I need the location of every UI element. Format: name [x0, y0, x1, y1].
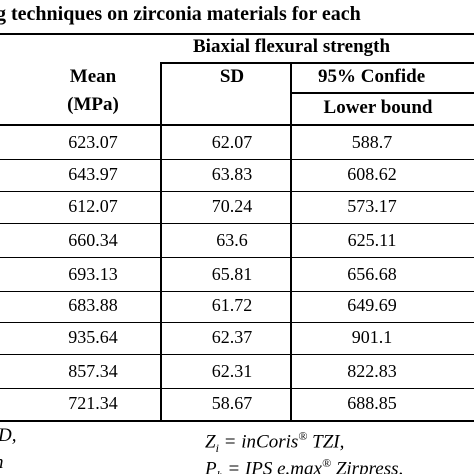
footnote-left: D, — [0, 425, 17, 446]
cell: 656.68 — [347, 264, 397, 284]
column-rule — [160, 62, 162, 420]
cell: 62.31 — [211, 361, 253, 381]
row-rule — [0, 388, 474, 389]
cell: 643.97 — [68, 164, 118, 184]
cell: 62.07 — [211, 132, 253, 152]
symbol: Z — [205, 431, 216, 453]
footnote: Zi = inCoris® TZI, — [205, 425, 344, 459]
superscript: ® — [321, 456, 332, 470]
cell: 935.64 — [68, 327, 118, 347]
subscript: h — [217, 468, 223, 474]
text: = IPS e.max — [222, 458, 322, 474]
group-header: Biaxial flexural strength — [193, 36, 391, 57]
row-rule — [0, 223, 474, 224]
column-rule — [290, 62, 292, 420]
cell: 70.24 — [211, 196, 253, 216]
row-rule — [0, 191, 474, 192]
text: Zirpress, — [331, 458, 404, 474]
cell: 588.7 — [351, 132, 393, 152]
rule — [0, 420, 474, 422]
cell: 721.34 — [68, 393, 118, 413]
cell: 660.34 — [68, 230, 118, 250]
column-header: SD — [219, 66, 245, 87]
cell: 61.72 — [211, 295, 253, 315]
column-header: 95% Confide — [318, 66, 426, 87]
title: g techniques on zirconia materials for e… — [0, 3, 361, 25]
cell: 65.81 — [211, 264, 253, 284]
cell: 693.13 — [68, 264, 118, 284]
superscript: ® — [298, 429, 308, 443]
cell: 688.85 — [347, 393, 397, 413]
cell: 857.34 — [68, 361, 118, 381]
rule — [0, 124, 474, 126]
cell: 901.1 — [351, 327, 393, 347]
symbol: P — [205, 458, 217, 474]
cell: 58.67 — [211, 393, 253, 413]
row-rule — [0, 322, 474, 323]
cell: 63.83 — [211, 164, 253, 184]
rule — [160, 62, 474, 64]
cell: 608.62 — [347, 164, 397, 184]
cell: 822.83 — [347, 361, 397, 381]
cell: 649.69 — [347, 295, 397, 315]
cell: 63.6 — [216, 230, 248, 250]
cell: 62.37 — [211, 327, 253, 347]
cell: 573.17 — [347, 196, 397, 216]
rule — [0, 33, 474, 35]
row-rule — [0, 291, 474, 292]
subscript: i — [215, 441, 219, 456]
footnote: Ph = IPS e.max® Zirpress, — [205, 452, 403, 474]
rule — [290, 92, 474, 94]
column-header: Mean — [69, 66, 117, 87]
cell: 623.07 — [68, 132, 118, 152]
column-header: (MPa) — [67, 94, 119, 115]
cell: 683.88 — [68, 295, 118, 315]
cell: 612.07 — [68, 196, 118, 216]
footnote-left: n — [0, 452, 4, 474]
text: = inCoris — [218, 431, 299, 453]
row-rule — [0, 354, 474, 355]
row-rule — [0, 257, 474, 258]
cell: 625.11 — [347, 230, 397, 250]
column-header: Lower bound — [323, 97, 433, 118]
row-rule — [0, 159, 474, 160]
text: TZI, — [307, 431, 345, 453]
